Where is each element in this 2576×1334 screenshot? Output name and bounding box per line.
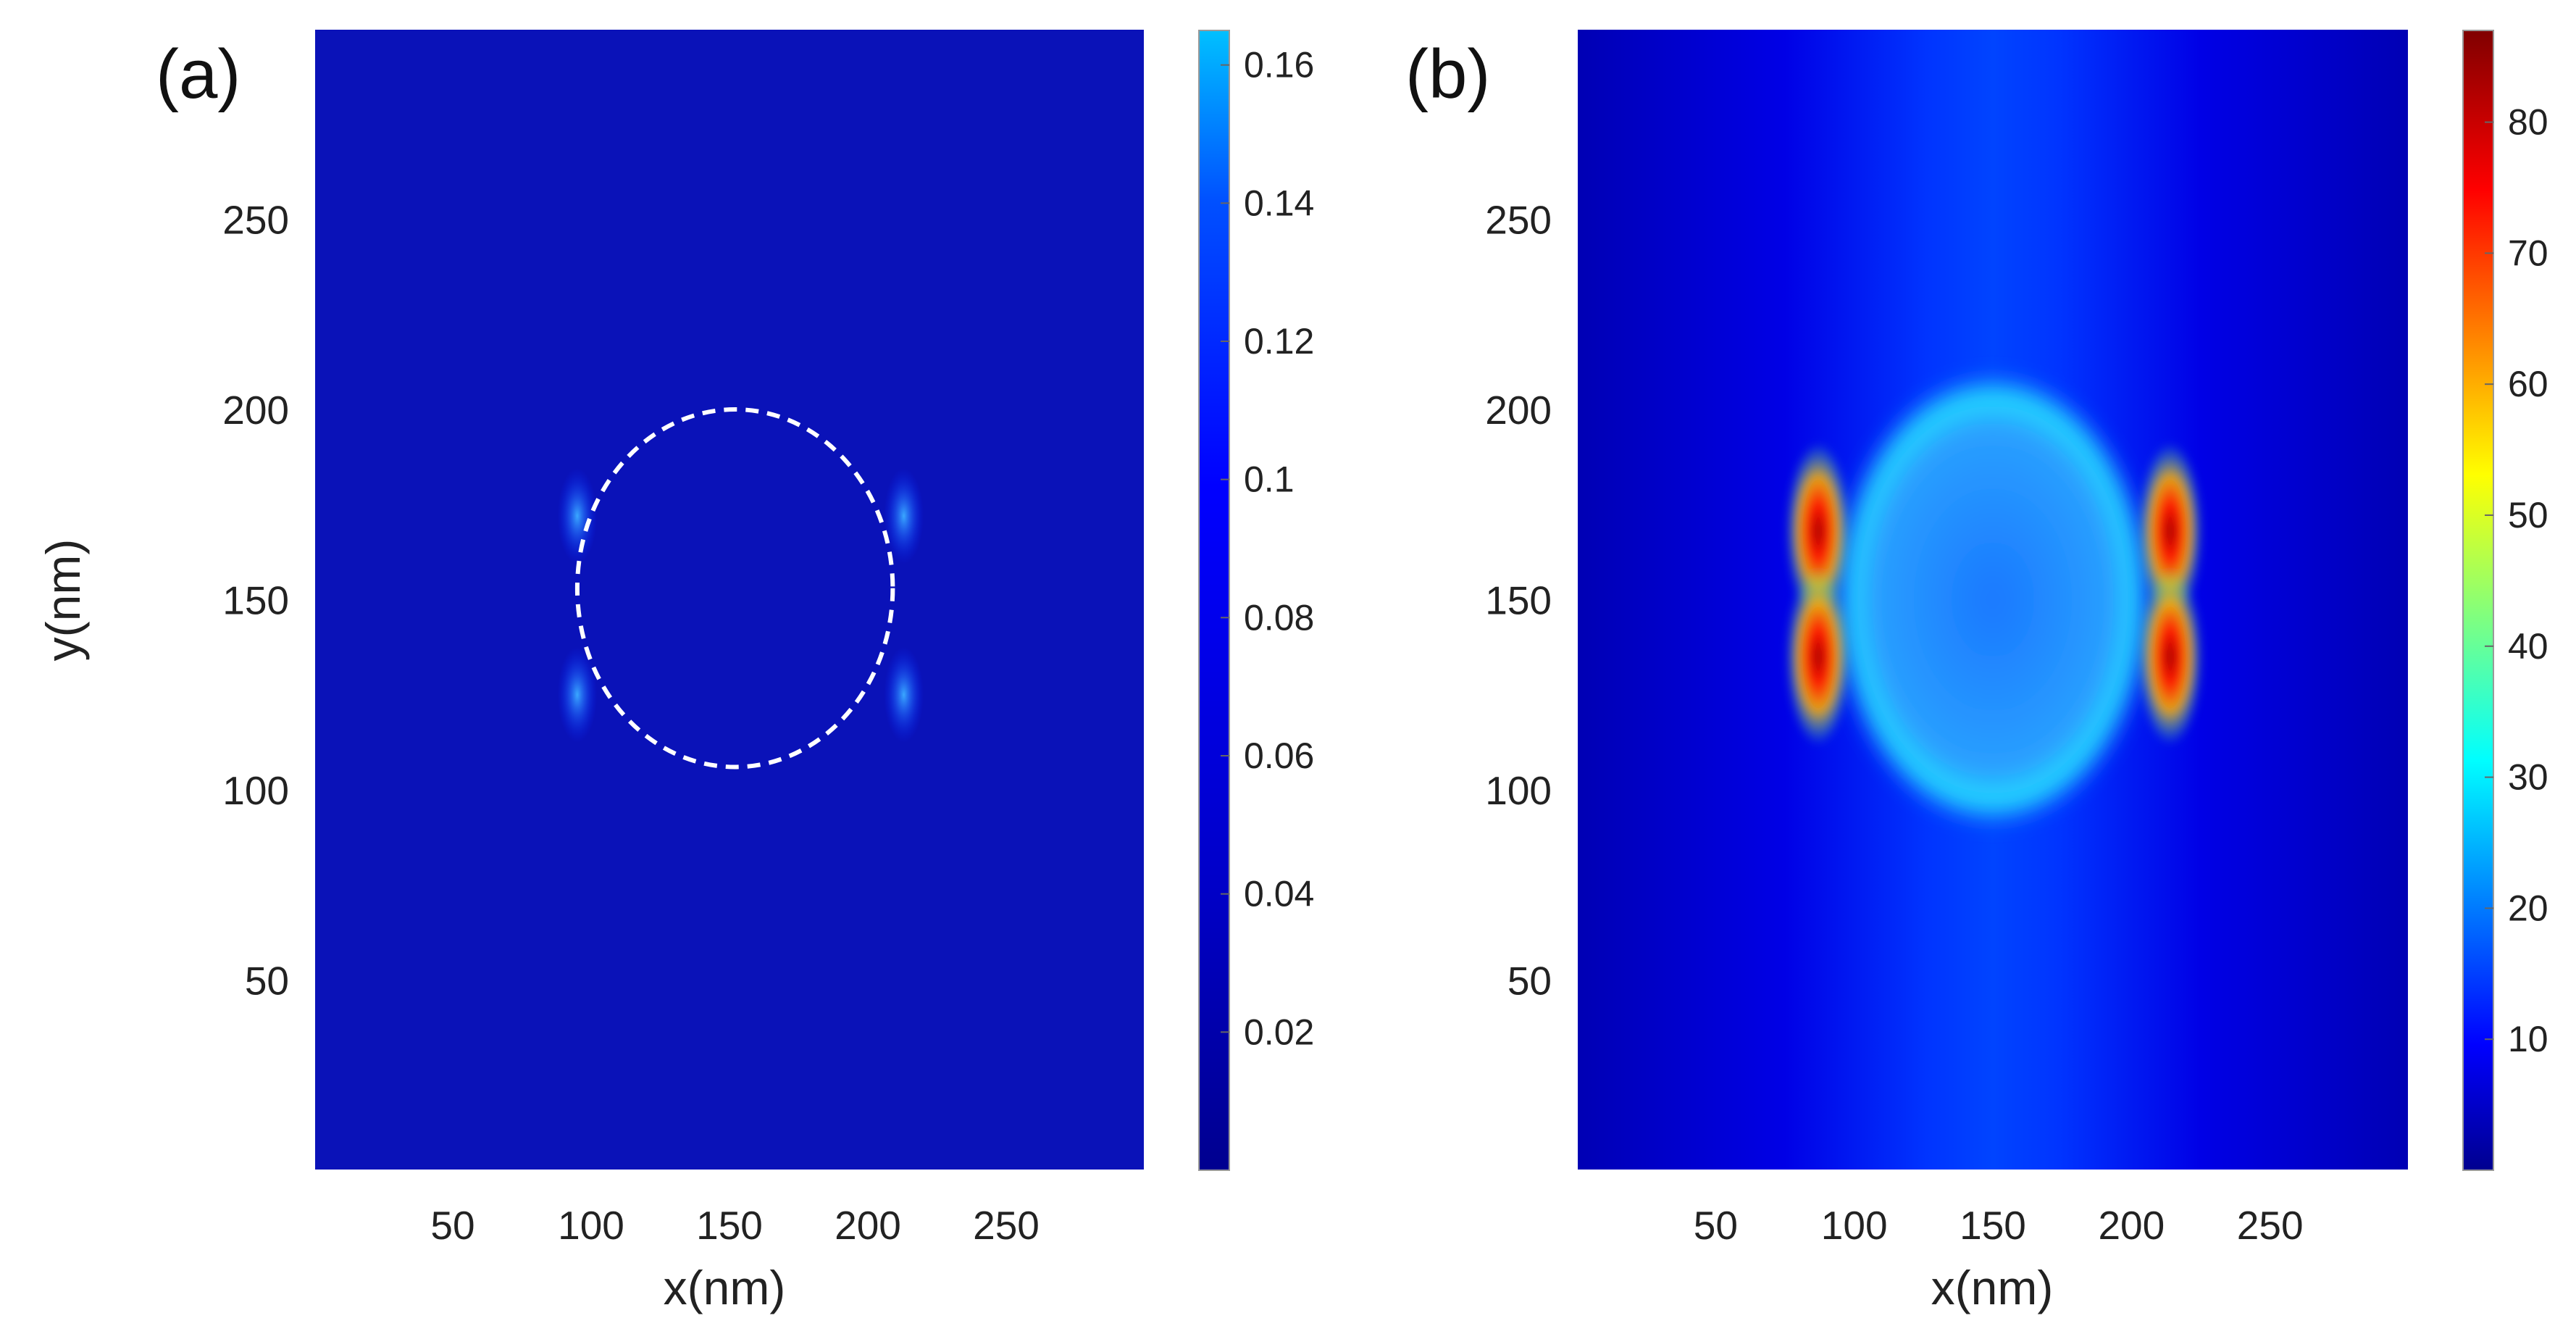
panel-b-label: (b) bbox=[1405, 36, 1490, 113]
hotspot bbox=[1786, 567, 1851, 746]
heatmap-b-frame bbox=[1576, 28, 2409, 1171]
heatmap-a bbox=[314, 29, 1145, 1170]
hotspot bbox=[1786, 442, 1851, 620]
x-tick-label: 50 bbox=[1694, 1203, 1738, 1248]
heatmap-a-frame bbox=[314, 28, 1145, 1171]
x-tick-label: 50 bbox=[430, 1203, 474, 1248]
x-tick-label: 100 bbox=[558, 1203, 624, 1248]
x-ticks-a: 50 100 150 200 250 bbox=[430, 1203, 1039, 1248]
x-tick-label: 150 bbox=[1960, 1203, 2026, 1248]
colorbar-b-ticks: 10 20 30 40 50 60 70 80 bbox=[2485, 102, 2548, 1059]
colorbar-tick-label: 0.02 bbox=[1244, 1012, 1314, 1052]
heatmap-b-hotspots bbox=[1786, 442, 2203, 746]
hotspot bbox=[884, 467, 924, 564]
colorbar-tick-label: 20 bbox=[2508, 888, 2548, 928]
colorbar-tick-label: 0.1 bbox=[1244, 459, 1295, 500]
x-tick-label: 200 bbox=[835, 1203, 901, 1248]
heatmap-a-hotspots bbox=[557, 467, 924, 743]
hotspot bbox=[557, 467, 598, 564]
y-ticks-a: 50 100 150 200 250 bbox=[222, 198, 289, 1004]
x-tick-label: 250 bbox=[973, 1203, 1040, 1248]
y-tick-label: 150 bbox=[222, 578, 289, 623]
colorbar-tick-label: 0.04 bbox=[1244, 874, 1314, 914]
y-tick-label: 100 bbox=[1485, 768, 1552, 813]
colorbar-tick-label: 10 bbox=[2508, 1019, 2548, 1059]
hotspot bbox=[557, 646, 598, 743]
y-tick-label: 50 bbox=[245, 959, 289, 1004]
colorbar-tick-label: 80 bbox=[2508, 102, 2548, 143]
colorbar-tick-label: 0.16 bbox=[1244, 45, 1314, 86]
x-ticks-b: 50 100 150 200 250 bbox=[1694, 1203, 2304, 1248]
y-tick-label: 150 bbox=[1485, 578, 1552, 623]
x-axis-label-a: x(nm) bbox=[664, 1261, 786, 1314]
dashed-circle-annotation bbox=[574, 407, 895, 770]
particle-field bbox=[1832, 371, 2154, 828]
y-axis-label-a: y(nm) bbox=[36, 539, 90, 662]
heatmap-b bbox=[1577, 29, 2409, 1170]
colorbar-tick-label: 0.12 bbox=[1244, 321, 1314, 362]
colorbar-tick-label: 70 bbox=[2508, 233, 2548, 273]
colorbar-tick-label: 30 bbox=[2508, 757, 2548, 798]
y-tick-label: 200 bbox=[222, 388, 289, 433]
colorbar-tick-label: 0.08 bbox=[1244, 597, 1314, 638]
colorbar-a-ticks: 0.02 0.04 0.06 0.08 0.1 0.12 0.14 0.16 bbox=[1221, 45, 1314, 1052]
colorbar-tick-label: 60 bbox=[2508, 364, 2548, 404]
hotspot bbox=[2138, 442, 2203, 620]
colorbar-a bbox=[1198, 30, 1230, 1171]
colorbar-tick-label: 40 bbox=[2508, 626, 2548, 667]
colorbar-b bbox=[2462, 30, 2494, 1171]
heatmap-a-background bbox=[314, 29, 1145, 1170]
hotspot bbox=[2138, 567, 2203, 746]
colorbar-tick-label: 0.14 bbox=[1244, 183, 1314, 223]
y-ticks-b: 50 100 150 200 250 bbox=[1485, 198, 1552, 1004]
y-tick-label: 50 bbox=[1507, 959, 1552, 1004]
hotspot bbox=[884, 646, 924, 743]
x-axis-label-b: x(nm) bbox=[1931, 1261, 2054, 1314]
x-tick-label: 200 bbox=[2098, 1203, 2165, 1248]
y-tick-label: 100 bbox=[222, 768, 289, 813]
colorbar-tick-label: 0.06 bbox=[1244, 735, 1314, 776]
y-tick-label: 250 bbox=[1485, 198, 1552, 243]
colorbar-tick-label: 50 bbox=[2508, 495, 2548, 535]
x-tick-label: 100 bbox=[1821, 1203, 1888, 1248]
y-tick-label: 250 bbox=[222, 198, 289, 243]
y-tick-label: 200 bbox=[1485, 388, 1552, 433]
x-tick-label: 250 bbox=[2237, 1203, 2304, 1248]
x-tick-label: 150 bbox=[696, 1203, 763, 1248]
panel-a-label: (a) bbox=[156, 36, 241, 113]
